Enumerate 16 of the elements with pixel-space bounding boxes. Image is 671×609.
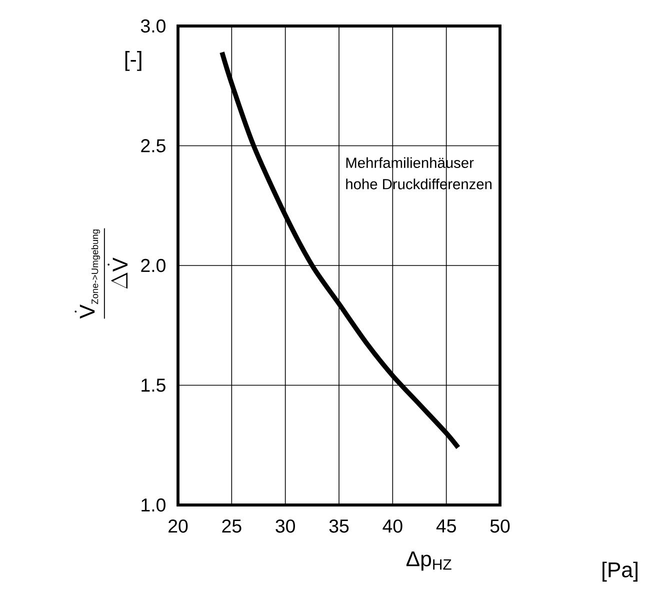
- x-tick-label: 30: [276, 519, 295, 533]
- text: [Pa]: [602, 562, 638, 582]
- y-tick-label: 1.0: [142, 498, 166, 512]
- x-tick-label: 45: [436, 519, 456, 533]
- x-tick-label: 25: [222, 519, 242, 533]
- y-tick-label: 2.5: [141, 139, 166, 152]
- y-tick-label: 3.0: [140, 19, 166, 33]
- x-tick-label: 50: [490, 519, 510, 533]
- x-tick-label: 35: [329, 519, 349, 533]
- y-tick-label: 1.5: [142, 378, 166, 392]
- x-tick-label: 40: [382, 519, 402, 533]
- y-tick-label: 2.0: [141, 258, 166, 272]
- text: [-]: [125, 51, 142, 71]
- x-axis-title: Δp$_{HZ}$: [406, 551, 452, 571]
- y-axis-title: $\frac{\dot{\mbox{V}}_{\mbox{\scriptsize Zone->Umgebung}}}{\Delta\dot{\mbox{V}}}$: [74, 228, 128, 319]
- x-tick-label: 20: [168, 519, 188, 533]
